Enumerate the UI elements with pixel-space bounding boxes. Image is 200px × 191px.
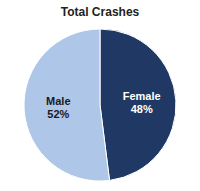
data-label: 52% [47, 108, 69, 120]
pie-slice [24, 29, 110, 181]
slices [24, 29, 176, 181]
title: Total Crashes [61, 5, 140, 19]
chart: Total Crashes Female48% Male52% [0, 0, 200, 191]
labels: Female48% Male52% [46, 90, 161, 120]
data-label: 48% [131, 103, 153, 115]
slice-label: Male [46, 95, 70, 107]
pie-slice [100, 29, 176, 180]
slice-label: Female [123, 90, 161, 102]
